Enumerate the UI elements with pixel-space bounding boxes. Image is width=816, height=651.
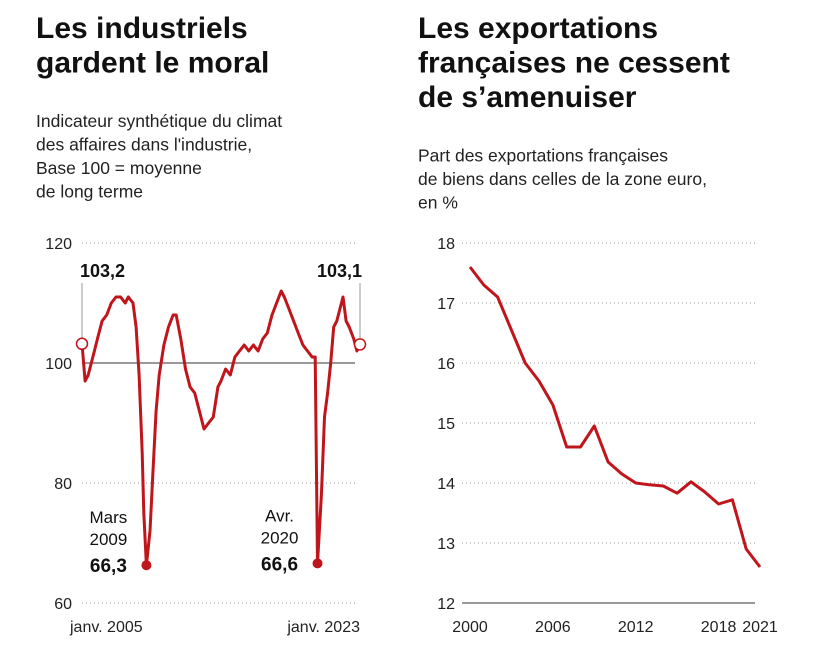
y-tick-label: 17 [437, 296, 455, 313]
y-tick-label: 18 [437, 236, 455, 253]
value-label: 66,6 [261, 554, 298, 575]
x-tick-label: 2006 [535, 619, 571, 636]
x-tick-label: janv. 2023 [286, 619, 360, 636]
y-tick-label: 16 [437, 356, 455, 373]
chart-subtitle: des affaires dans l'industrie, [36, 135, 252, 155]
point-marker [312, 558, 323, 569]
point-label: Mars [90, 508, 128, 527]
y-tick-label: 13 [437, 536, 455, 553]
data-line [468, 266, 762, 568]
chart-title: Les exportations [418, 12, 658, 45]
y-tick-label: 80 [54, 476, 72, 493]
chart-subtitle: Indicateur synthétique du climat [36, 111, 282, 131]
point-marker [353, 338, 367, 351]
point-marker [141, 560, 152, 571]
y-tick-label: 60 [54, 596, 72, 613]
y-tick-label: 12 [437, 596, 455, 613]
data-line [80, 289, 362, 567]
chart-subtitle: de biens dans celles de la zone euro, [418, 169, 707, 189]
x-tick-label: 2000 [452, 619, 488, 636]
point-label: 2009 [89, 530, 127, 549]
chart-subtitle: de long terme [36, 182, 143, 202]
x-tick-label: 2021 [742, 619, 778, 636]
value-label: 103,1 [317, 261, 362, 281]
value-label: 103,2 [80, 261, 125, 281]
chart-title: gardent le moral [36, 47, 269, 80]
chart-title: Les industriels [36, 12, 248, 45]
y-tick-label: 14 [437, 476, 455, 493]
x-tick-label: janv. 2005 [69, 619, 143, 636]
chart-subtitle: Base 100 = moyenne [36, 158, 202, 178]
y-tick-label: 15 [437, 416, 455, 433]
value-label: 66,3 [90, 556, 127, 577]
chart-title: françaises ne cessent [418, 47, 730, 80]
x-tick-label: 2012 [618, 619, 654, 636]
point-label: 2020 [261, 528, 299, 547]
x-tick-label: 2018 [701, 619, 737, 636]
point-marker [75, 337, 89, 351]
y-tick-label: 120 [45, 236, 72, 253]
point-label: Avr. [265, 506, 294, 525]
chart-subtitle: en % [418, 193, 458, 213]
y-tick-label: 100 [45, 356, 72, 373]
chart-subtitle: Part des exportations françaises [418, 146, 668, 166]
chart-title: de s’amenuiser [418, 81, 637, 114]
